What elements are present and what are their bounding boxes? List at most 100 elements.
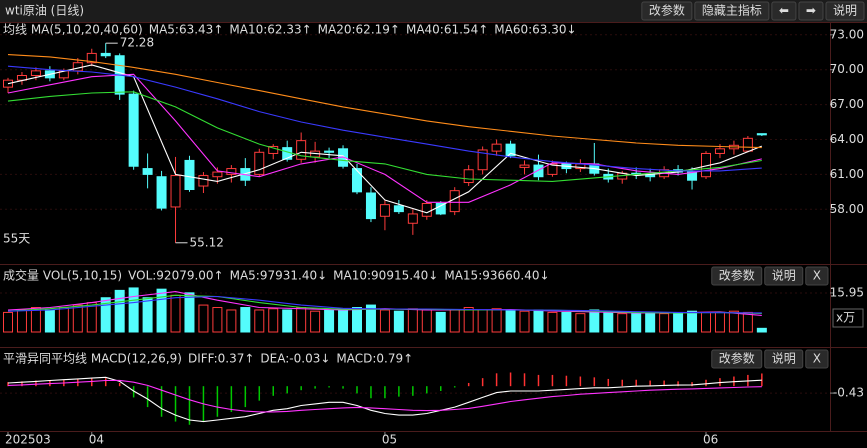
volume-bar <box>184 292 195 333</box>
y-tick-label: -0.43 <box>833 386 864 400</box>
y-tick-label: 61.00 <box>830 167 864 181</box>
button[interactable]: 改参数 <box>711 266 763 286</box>
volume-bar <box>338 309 349 333</box>
volume-bar <box>226 309 237 333</box>
volume-bar <box>254 309 265 333</box>
candle-body <box>421 202 432 217</box>
button-frame <box>711 266 763 286</box>
button-label: 说明 <box>833 3 857 18</box>
button-frame <box>805 266 829 286</box>
candle-body <box>86 52 97 64</box>
x-tick-label: 202503 <box>5 433 51 447</box>
candle-body <box>184 159 195 191</box>
candle-body <box>100 52 111 57</box>
volume-bar <box>547 311 558 333</box>
volume-bar <box>142 297 153 333</box>
legend-entry: VOL:92079.00↑ <box>128 269 223 283</box>
button[interactable]: X <box>805 266 829 286</box>
volume-bar <box>72 304 83 333</box>
annotation: 55.12 <box>190 235 224 249</box>
volume-bar <box>631 313 642 333</box>
legend-entry: 均线 MA(5,10,20,40,60) <box>3 23 143 37</box>
volume-bar <box>728 310 739 333</box>
candle-body <box>156 176 167 209</box>
period-label: 55天 <box>3 232 30 246</box>
volume-bar <box>645 311 656 333</box>
button-label: 隐藏主指标 <box>702 3 762 18</box>
candle-body <box>72 62 83 72</box>
volume-bar <box>240 307 251 333</box>
candle-body <box>324 150 335 153</box>
line-series <box>7 376 762 423</box>
line-series <box>7 54 762 149</box>
candle-body <box>212 171 223 178</box>
legend-entry: 平滑异同平均线 MACD(12,26,9) <box>3 352 182 366</box>
candle-body <box>198 175 209 187</box>
candle-body <box>714 148 725 154</box>
button[interactable]: 改参数 <box>711 349 763 369</box>
candle-body <box>505 143 516 157</box>
volume-bar <box>268 308 279 333</box>
button[interactable]: X <box>805 349 829 369</box>
volume-bar <box>170 294 181 333</box>
candle-body <box>379 204 390 217</box>
button-label: 说明 <box>772 351 796 366</box>
candle-body <box>519 164 530 168</box>
candle-body <box>226 168 237 175</box>
candle-body <box>393 205 404 213</box>
candle-body <box>296 140 307 160</box>
candle-body <box>365 192 376 220</box>
volume-bar <box>449 309 460 333</box>
button-label: 改参数 <box>719 351 755 366</box>
legend-entry: MA5:63.43↑ <box>149 23 224 37</box>
volume-bar <box>44 309 55 333</box>
candle-body <box>742 137 753 152</box>
chart-title: wti原油 (日线) <box>5 4 84 18</box>
candle-body <box>254 151 265 175</box>
button[interactable]: 说明 <box>825 1 865 21</box>
line-series <box>7 379 762 413</box>
x-tick-label: 06 <box>703 433 718 447</box>
button[interactable]: 说明 <box>764 349 804 369</box>
legend-entry: 成交量 VOL(5,10,15) <box>3 268 122 283</box>
volume-bar <box>659 313 670 333</box>
button[interactable]: ➡ <box>798 1 824 21</box>
legend-entry: DEA:-0.03↓ <box>260 352 330 366</box>
button-label: ⬅ <box>779 4 789 18</box>
button[interactable]: 说明 <box>764 266 804 286</box>
button-frame <box>825 1 865 21</box>
candle-body <box>463 169 474 184</box>
x-tick-label: 05 <box>382 433 397 447</box>
candle-body <box>491 143 502 152</box>
volume-bar <box>393 310 404 333</box>
y-tick-label: 15.95 <box>830 285 864 299</box>
candle-body <box>533 164 544 178</box>
volume-bar <box>519 310 530 333</box>
volume-bar <box>3 311 13 333</box>
volume-bar <box>128 287 139 333</box>
legend-entry: MACD:0.79↑ <box>336 352 413 366</box>
legend-entry: MA60:63.30↓ <box>494 23 576 37</box>
volume-bar <box>379 309 390 333</box>
legend-entry: MA10:62.33↑ <box>229 23 311 37</box>
legend-entry: MA20:62.19↑ <box>318 23 400 37</box>
volume-bar <box>463 307 474 333</box>
volume-bar <box>407 308 418 333</box>
button-frame <box>798 1 824 21</box>
button[interactable]: ⬅ <box>771 1 797 21</box>
annotation: 72.28 <box>120 36 154 50</box>
volume-bar <box>310 310 321 333</box>
volume-bar <box>561 311 572 333</box>
volume-bar <box>365 304 376 333</box>
volume-bar <box>533 309 544 333</box>
button-frame <box>641 1 693 21</box>
candle-body <box>449 190 460 213</box>
legend-entry: MA5:97931.40↓ <box>230 269 328 283</box>
volume-bar <box>714 311 725 333</box>
button-frame <box>694 1 770 21</box>
legend-entry: DIFF:0.37↑ <box>188 352 254 366</box>
button[interactable]: 改参数 <box>641 1 693 21</box>
button[interactable]: 隐藏主指标 <box>694 1 770 21</box>
volume-bar <box>30 307 41 333</box>
